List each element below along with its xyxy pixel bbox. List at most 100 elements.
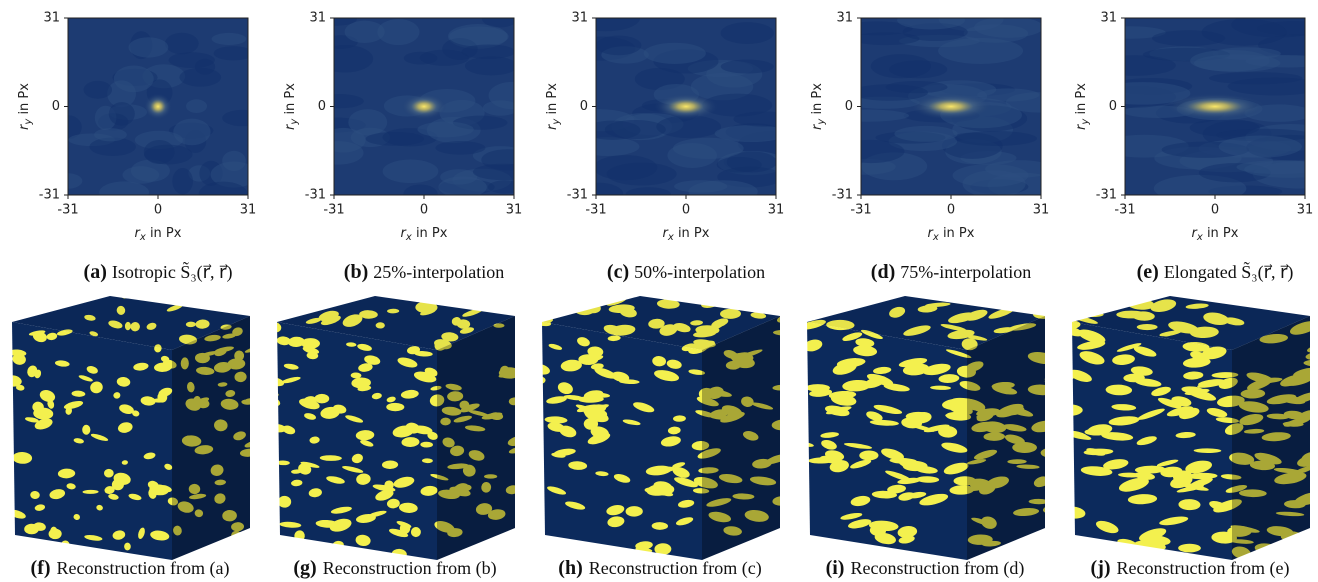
- caption: (d) 75%-interpolation: [871, 261, 1031, 283]
- symbol: r: [283, 123, 298, 130]
- texture: [99, 181, 150, 195]
- cube: [542, 296, 780, 560]
- caption: (b) 25%-interpolation: [344, 261, 504, 283]
- subscript: x: [139, 232, 146, 243]
- texture: [68, 173, 83, 189]
- heatmap: [1125, 18, 1305, 195]
- heatmap: [861, 18, 1041, 195]
- cube-right: [1232, 316, 1310, 560]
- symbol: r: [135, 226, 142, 241]
- caption-text: Reconstruction from (b): [323, 558, 497, 579]
- y-tick-label: 31: [309, 11, 326, 26]
- cube-top-shade: [542, 296, 780, 350]
- caption: (h) Reconstruction from (c): [558, 557, 761, 579]
- caption-text: 75%-interpolation: [900, 262, 1031, 282]
- texture: [861, 21, 913, 36]
- label-text: in Px: [1074, 83, 1089, 119]
- texture: [472, 163, 514, 181]
- texture: [108, 102, 135, 126]
- caption: (e) Elongated S̃₃(r⃗, r⃗): [1137, 260, 1294, 283]
- caption: (a) Isotropic S̃₃(r⃗, r⃗): [84, 260, 233, 283]
- cube-top: [12, 296, 250, 350]
- texture: [461, 44, 514, 59]
- x-tick-label: 0: [947, 203, 955, 218]
- caption-label: (i): [826, 557, 845, 579]
- texture: [1218, 135, 1302, 158]
- cube-left: [277, 322, 437, 560]
- texture: [897, 18, 966, 30]
- texture: [334, 44, 374, 73]
- texture: [720, 22, 774, 44]
- y-tick-label: 0: [318, 99, 326, 114]
- texture: [861, 32, 920, 46]
- cube-left: [542, 322, 702, 560]
- xlabel: rx in Px: [1192, 226, 1239, 244]
- texture: [974, 18, 1041, 38]
- texture: [377, 18, 420, 46]
- caption: (c) 50%-interpolation: [607, 261, 765, 283]
- label-text: in Px: [17, 83, 32, 119]
- y-tick-label: 0: [1109, 99, 1117, 114]
- ylabel: ry in Px: [283, 83, 301, 130]
- texture: [596, 182, 624, 195]
- texture: [1125, 55, 1176, 76]
- texture: [643, 42, 706, 64]
- subscript: x: [667, 232, 674, 243]
- texture: [68, 115, 82, 140]
- caption-text: Reconstruction from (d): [850, 558, 1024, 579]
- texture: [435, 141, 486, 155]
- cube-right-shade: [1232, 316, 1310, 560]
- label-text: in Px: [412, 226, 448, 241]
- texture: [667, 142, 718, 168]
- x-tick-label: -31: [585, 203, 606, 218]
- cube: [807, 296, 1045, 560]
- subscript: y: [551, 118, 562, 126]
- x-tick-label: 0: [1211, 203, 1219, 218]
- x-tick-label: -31: [57, 203, 78, 218]
- caption: (g) Reconstruction from (b): [293, 557, 496, 579]
- texture: [861, 139, 905, 164]
- subscript: x: [1196, 232, 1203, 243]
- texture: [1208, 72, 1303, 85]
- cube-top: [542, 296, 780, 350]
- cube-right-shade: [437, 316, 515, 560]
- y-tick-label: -31: [305, 188, 326, 203]
- texture: [885, 81, 948, 94]
- x-tick-label: -31: [323, 203, 344, 218]
- texture: [382, 159, 439, 184]
- x-tick-label: 31: [506, 203, 523, 218]
- y-tick-label: 0: [580, 99, 588, 114]
- peak: [654, 93, 718, 120]
- caption: (f) Reconstruction from (a): [31, 557, 230, 579]
- y-tick-label: 0: [845, 99, 853, 114]
- texture: [720, 59, 774, 74]
- symbol: r: [663, 226, 670, 241]
- cube: [12, 296, 250, 560]
- texture: [334, 18, 357, 26]
- label-text: in Px: [810, 83, 825, 119]
- y-tick-label: -31: [1096, 188, 1117, 203]
- caption-label: (j): [1091, 557, 1111, 579]
- texture: [211, 32, 247, 45]
- texture: [113, 65, 154, 93]
- subscript: y: [816, 118, 827, 126]
- cube-top-shade: [807, 296, 1045, 350]
- texture: [938, 37, 1024, 64]
- caption-text: Reconstruction from (c): [589, 558, 762, 579]
- cube-right-shade: [967, 316, 1045, 560]
- caption-label: (b): [344, 261, 368, 283]
- y-tick-label: -31: [567, 188, 588, 203]
- texture: [596, 35, 642, 56]
- texture: [334, 94, 364, 109]
- texture: [449, 26, 509, 47]
- texture: [962, 170, 1026, 195]
- texture: [172, 168, 193, 195]
- x-tick-label: 31: [240, 203, 257, 218]
- subscript: x: [932, 232, 939, 243]
- heatmap: [68, 18, 248, 195]
- texture: [198, 181, 248, 195]
- peak: [910, 93, 992, 120]
- cube-right: [702, 316, 780, 560]
- symbol: r: [17, 123, 32, 130]
